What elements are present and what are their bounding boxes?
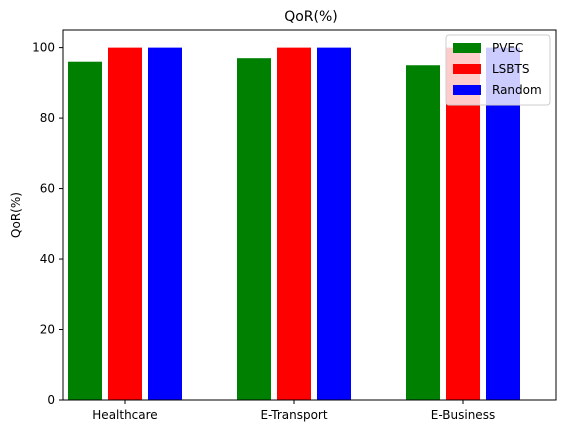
legend-swatch-lsbts xyxy=(453,64,481,74)
bar-lsbts-healthcare xyxy=(108,47,142,400)
bar-random-e-business xyxy=(486,47,520,400)
legend: PVEC LSBTS Random xyxy=(445,34,551,106)
y-axis-label: QoR(%) xyxy=(9,192,23,238)
legend-swatch-random xyxy=(453,85,481,95)
y-tick-label: 60 xyxy=(40,182,55,196)
bars-group xyxy=(68,47,520,400)
plot-frame xyxy=(62,29,557,401)
bar-lsbts-e-transport xyxy=(277,47,311,400)
y-tick-label: 0 xyxy=(47,393,55,407)
axes-group: 0 20 40 60 80 100 Healthcare E-Transport E-Busin… xyxy=(32,29,557,422)
y-tick-label: 20 xyxy=(40,323,55,337)
chart-title: QoR(%) xyxy=(284,9,338,25)
x-tick-label: E-Transport xyxy=(260,408,327,422)
bar-random-e-transport xyxy=(317,47,351,400)
legend-label-random: Random xyxy=(492,83,542,97)
x-tick-label: Healthcare xyxy=(92,408,157,422)
y-tick-label: 100 xyxy=(32,41,55,55)
bar-random-healthcare xyxy=(148,47,182,400)
legend-label-pvec: PVEC xyxy=(492,41,523,55)
legend-swatch-pvec xyxy=(453,43,481,53)
y-tick-label: 40 xyxy=(40,252,55,266)
bar-pvec-healthcare xyxy=(68,61,102,400)
legend-label-lsbts: LSBTS xyxy=(492,62,529,76)
bar-pvec-e-business xyxy=(406,65,440,400)
bar-pvec-e-transport xyxy=(237,58,271,400)
bar-lsbts-e-business xyxy=(446,47,480,400)
y-tick-label: 80 xyxy=(40,111,55,125)
x-tick-label: E-Business xyxy=(431,408,495,422)
